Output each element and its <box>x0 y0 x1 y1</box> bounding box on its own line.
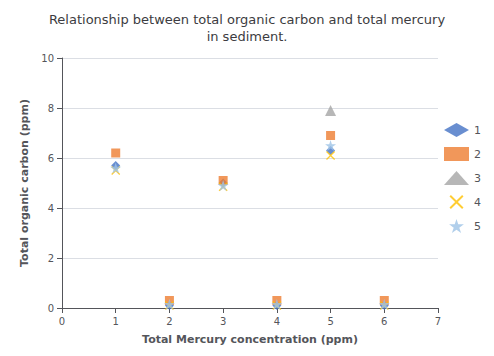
svg-text:1: 1 <box>474 124 481 137</box>
svg-text:Total Mercury concentration (p: Total Mercury concentration (ppm) <box>142 333 358 346</box>
svg-text:3: 3 <box>220 316 226 327</box>
svg-text:7: 7 <box>435 316 441 327</box>
svg-text:5: 5 <box>327 316 333 327</box>
svg-text:2: 2 <box>48 253 54 264</box>
svg-text:2: 2 <box>474 148 481 161</box>
svg-text:4: 4 <box>474 196 481 209</box>
svg-text:6: 6 <box>48 153 54 164</box>
svg-text:Total organic carbon (ppm): Total organic carbon (ppm) <box>18 99 31 267</box>
svg-text:3: 3 <box>474 172 481 185</box>
svg-text:in sediment.: in sediment. <box>207 29 288 44</box>
svg-text:8: 8 <box>48 103 54 114</box>
svg-text:0: 0 <box>59 316 65 327</box>
svg-text:1: 1 <box>113 316 119 327</box>
svg-text:5: 5 <box>474 220 481 233</box>
svg-text:6: 6 <box>381 316 387 327</box>
svg-text:4: 4 <box>274 316 280 327</box>
svg-text:10: 10 <box>41 53 54 64</box>
svg-text:2: 2 <box>166 316 172 327</box>
svg-text:Relationship between total org: Relationship between total organic carbo… <box>49 12 445 27</box>
svg-text:0: 0 <box>48 303 54 314</box>
svg-text:4: 4 <box>48 203 54 214</box>
